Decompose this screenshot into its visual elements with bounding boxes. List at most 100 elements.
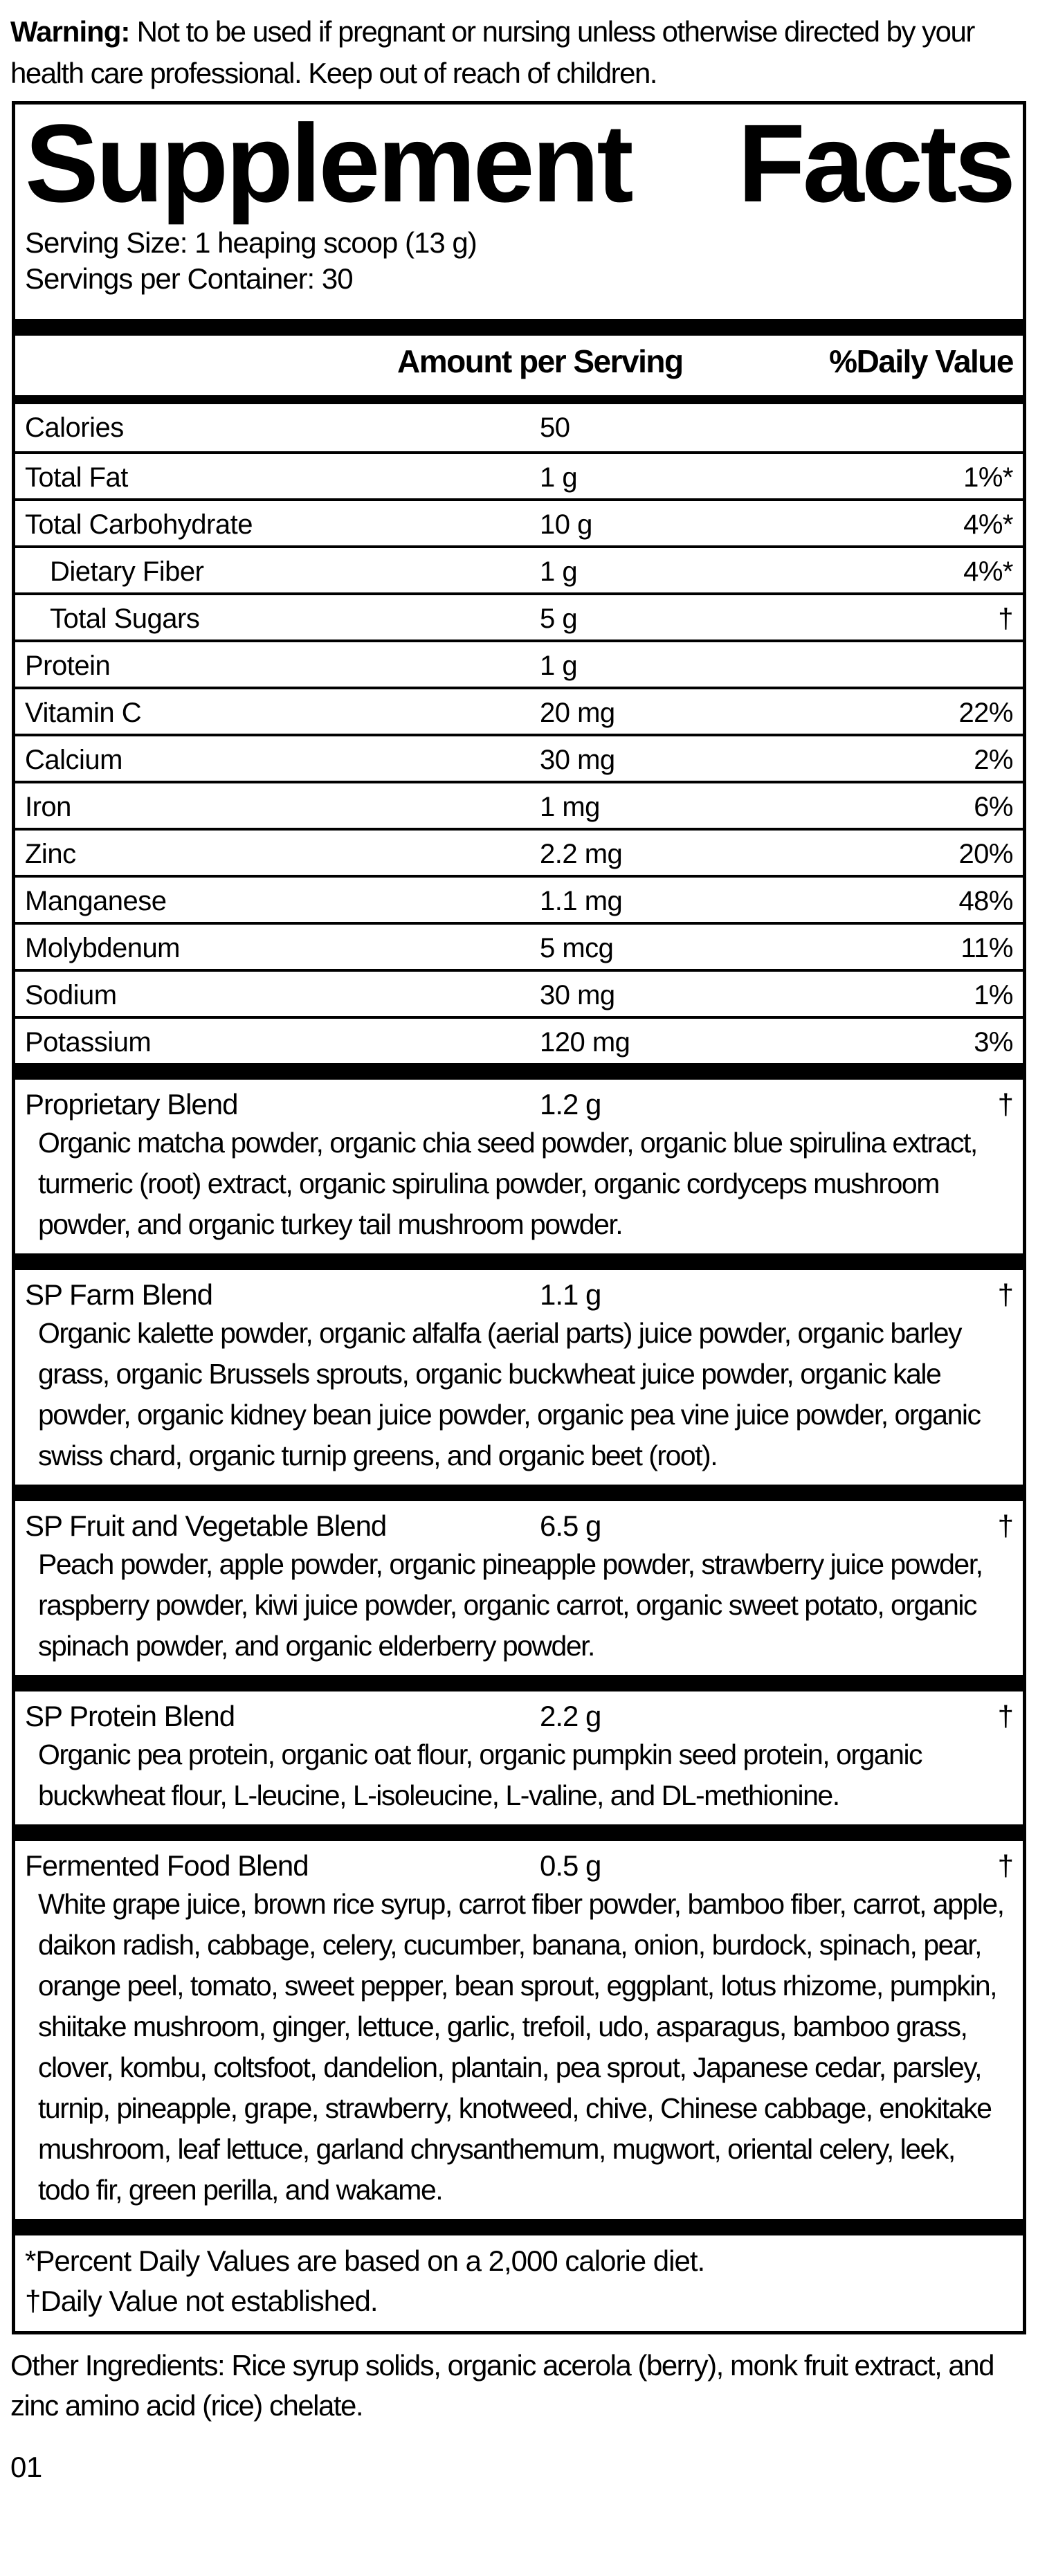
- blend-daily-value: †: [997, 1509, 1014, 1542]
- blend-section: Proprietary Blend 1.2 g † Organic matcha po…: [15, 1080, 1023, 1270]
- nutrient-daily-value: 48%: [958, 886, 1013, 916]
- warning-text: Warning: Not to be used if pregnant or n…: [0, 0, 1017, 94]
- divider-bar-thick: [15, 2219, 1023, 2235]
- nutrient-amount: 50: [540, 412, 570, 443]
- nutrient-row: Molybdenum 5 mcg 11%: [15, 922, 1023, 969]
- nutrient-name: Dietary Fiber: [50, 556, 204, 587]
- blend-description: Organic kalette powder, organic alfalfa …: [38, 1317, 981, 1471]
- nutrient-amount: 5 g: [540, 604, 578, 634]
- blend-description: Organic pea protein, organic oat flour, …: [38, 1739, 923, 1811]
- blend-sections: Proprietary Blend 1.2 g † Organic matcha po…: [15, 1080, 1023, 2235]
- blend-description: Organic matcha powder, organic chia seed…: [38, 1127, 978, 1240]
- blend-daily-value: †: [997, 1278, 1014, 1311]
- nutrient-amount: 2.2 mg: [540, 839, 623, 869]
- blend-section: SP Farm Blend 1.1 g † Organic kalette powde…: [15, 1270, 1023, 1501]
- blend-amount: 2.2 g: [540, 1700, 601, 1732]
- nutrient-name: Iron: [25, 792, 71, 822]
- nutrient-name: Total Carbohydrate: [25, 509, 253, 540]
- nutrient-amount: 30 mg: [540, 745, 615, 775]
- warning-body: Not to be used if pregnant or nursing un…: [10, 15, 975, 89]
- blend-name: SP Fruit and Vegetable Blend: [25, 1509, 387, 1542]
- serving-size: Serving Size: 1 heaping scoop (13 g): [25, 226, 477, 259]
- nutrient-daily-value: 1%: [974, 980, 1013, 1010]
- nutrient-row: Manganese 1.1 mg 48%: [15, 875, 1023, 922]
- blend-amount: 1.1 g: [540, 1278, 601, 1311]
- footnotes: *Percent Daily Values are based on a 2,0…: [15, 2235, 1023, 2331]
- blend-header-row: SP Protein Blend 2.2 g †: [15, 1691, 1023, 1734]
- nutrient-row: Zinc 2.2 mg 20%: [15, 828, 1023, 875]
- blend-amount: 1.2 g: [540, 1088, 601, 1121]
- blend-amount: 6.5 g: [540, 1509, 601, 1542]
- panel-title-word1: Supplement: [25, 101, 634, 225]
- other-ingredients: Other Ingredients: Rice syrup solids, or…: [10, 2349, 994, 2422]
- blend-header-row: Fermented Food Blend 0.5 g †: [15, 1841, 1023, 1884]
- footnote-line: *Percent Daily Values are based on a 2,0…: [25, 2244, 705, 2277]
- blend-name: Proprietary Blend: [25, 1088, 238, 1121]
- nutrient-name: Total Sugars: [50, 604, 200, 634]
- footnote-line: †Daily Value not established.: [25, 2285, 379, 2317]
- nutrient-name: Potassium: [25, 1027, 152, 1058]
- nutrient-amount: 1 g: [540, 556, 578, 587]
- nutrient-amount: 20 mg: [540, 698, 615, 728]
- nutrient-name: Calcium: [25, 745, 122, 775]
- nutrient-daily-value: 2%: [974, 745, 1013, 775]
- nutrient-row: Total Fat 1 g 1%*: [15, 451, 1023, 498]
- nutrient-daily-value: †: [998, 604, 1013, 634]
- divider-bar-thick: [15, 319, 1023, 336]
- column-header-daily-value: %Daily Value: [829, 343, 1014, 379]
- nutrient-daily-value: 22%: [958, 698, 1013, 728]
- nutrient-table: Calories 50 Total Fat 1 g 1%* Total Carbohydr…: [15, 404, 1023, 1063]
- nutrient-daily-value: 1%*: [963, 462, 1013, 493]
- blend-description: White grape juice, brown rice syrup, car…: [38, 1888, 1005, 2206]
- nutrient-row: Vitamin C 20 mg 22%: [15, 687, 1023, 734]
- column-header-row: Amount per Serving %Daily Value: [15, 343, 1023, 381]
- nutrient-daily-value: 3%: [974, 1027, 1013, 1058]
- panel-title: Supplement Facts: [15, 107, 1023, 219]
- nutrient-amount: 120 mg: [540, 1027, 630, 1058]
- nutrient-name: Molybdenum: [25, 933, 181, 963]
- nutrient-row: Calcium 30 mg 2%: [15, 734, 1023, 781]
- nutrient-row: Iron 1 mg 6%: [15, 781, 1023, 828]
- nutrient-amount: 1 g: [540, 462, 578, 493]
- divider-bar-medium: [15, 395, 1023, 404]
- nutrient-daily-value: 11%: [960, 933, 1013, 963]
- blend-daily-value: †: [997, 1088, 1014, 1121]
- nutrient-daily-value: 20%: [958, 839, 1013, 869]
- blend-section: SP Fruit and Vegetable Blend 6.5 g † Peach …: [15, 1501, 1023, 1691]
- blend-header-row: SP Fruit and Vegetable Blend 6.5 g †: [15, 1501, 1023, 1544]
- nutrient-row: Calories 50: [15, 404, 1023, 451]
- blend-header-row: Proprietary Blend 1.2 g †: [15, 1080, 1023, 1123]
- nutrient-row: Potassium 120 mg 3%: [15, 1016, 1023, 1063]
- nutrient-row: Total Sugars 5 g †: [15, 592, 1023, 640]
- blend-daily-value: †: [997, 1849, 1014, 1882]
- blend-header-row: SP Farm Blend 1.1 g †: [15, 1270, 1023, 1313]
- nutrient-daily-value: 4%*: [963, 556, 1013, 587]
- nutrient-name: Total Fat: [25, 462, 128, 493]
- divider-bar-thick: [15, 1063, 1023, 1080]
- panel-title-word2: Facts: [738, 101, 1016, 225]
- divider-bar-thick: [15, 1824, 1023, 1841]
- blend-name: Fermented Food Blend: [25, 1849, 309, 1882]
- nutrient-amount: 1.1 mg: [540, 886, 623, 916]
- supplement-facts-panel: Supplement Facts Serving Size: 1 heaping…: [12, 101, 1026, 2334]
- nutrient-row: Total Carbohydrate 10 g 4%*: [15, 498, 1023, 545]
- blend-description: Peach powder, apple powder, organic pine…: [38, 1548, 983, 1662]
- divider-bar-thick: [15, 1253, 1023, 1270]
- warning-label: Warning:: [10, 15, 130, 48]
- nutrient-amount: 10 g: [540, 509, 592, 540]
- nutrient-amount: 1 g: [540, 651, 578, 681]
- nutrient-name: Manganese: [25, 886, 167, 916]
- nutrient-row: Dietary Fiber 1 g 4%*: [15, 545, 1023, 592]
- column-header-amount: Amount per Serving: [397, 343, 684, 379]
- blend-name: SP Protein Blend: [25, 1700, 235, 1732]
- nutrient-name: Zinc: [25, 839, 76, 869]
- nutrient-daily-value: 4%*: [963, 509, 1013, 540]
- nutrient-name: Vitamin C: [25, 698, 142, 728]
- nutrient-amount: 30 mg: [540, 980, 615, 1010]
- nutrient-row: Protein 1 g: [15, 640, 1023, 687]
- divider-bar-thick: [15, 1485, 1023, 1501]
- blend-name: SP Farm Blend: [25, 1278, 213, 1311]
- nutrient-row: Sodium 30 mg 1%: [15, 969, 1023, 1016]
- nutrient-daily-value: 6%: [974, 792, 1013, 822]
